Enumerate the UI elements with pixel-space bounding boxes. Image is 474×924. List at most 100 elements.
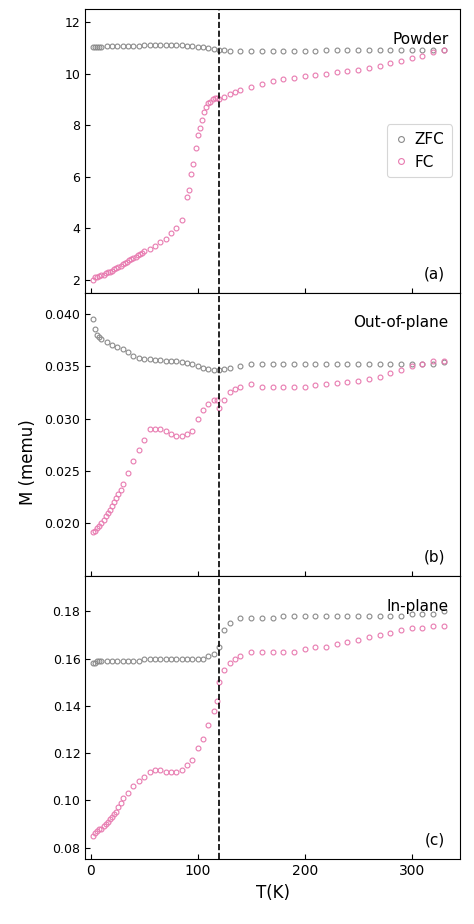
ZFC <box>94 329 100 340</box>
Line: FC: FC <box>91 359 446 534</box>
X-axis label: T(K): T(K) <box>255 883 290 902</box>
ZFC <box>115 342 120 353</box>
ZFC <box>216 641 222 652</box>
FC <box>152 240 158 251</box>
ZFC <box>430 359 436 370</box>
ZFC <box>152 354 158 365</box>
ZFC <box>334 611 339 622</box>
ZFC <box>366 611 372 622</box>
FC <box>259 646 264 657</box>
FC <box>90 830 96 841</box>
ZFC <box>96 655 102 666</box>
ZFC <box>377 45 383 56</box>
ZFC <box>168 355 174 366</box>
ZFC <box>221 364 227 375</box>
ZFC <box>131 655 137 666</box>
ZFC <box>163 653 168 664</box>
ZFC <box>115 655 120 666</box>
ZFC <box>387 611 393 622</box>
ZFC <box>120 655 126 666</box>
ZFC <box>237 360 243 371</box>
ZFC <box>94 41 100 52</box>
ZFC <box>184 41 190 52</box>
ZFC <box>146 653 152 664</box>
FC <box>173 431 179 442</box>
ZFC <box>334 45 339 56</box>
ZFC <box>248 613 254 624</box>
ZFC <box>409 359 414 370</box>
ZFC <box>92 323 98 334</box>
ZFC <box>270 45 275 56</box>
ZFC <box>168 653 174 664</box>
ZFC <box>281 359 286 370</box>
ZFC <box>184 653 190 664</box>
Text: Out-of-plane: Out-of-plane <box>353 315 448 330</box>
ZFC <box>291 611 297 622</box>
ZFC <box>90 313 96 324</box>
ZFC <box>345 45 350 56</box>
ZFC <box>441 357 447 368</box>
ZFC <box>104 41 109 52</box>
ZFC <box>109 339 115 350</box>
ZFC <box>366 359 372 370</box>
ZFC <box>377 359 383 370</box>
ZFC <box>227 45 233 56</box>
ZFC <box>259 613 264 624</box>
ZFC <box>94 655 100 666</box>
ZFC <box>430 45 436 56</box>
ZFC <box>120 344 126 355</box>
ZFC <box>398 45 404 56</box>
ZFC <box>206 650 211 662</box>
ZFC <box>398 611 404 622</box>
FC <box>430 355 436 366</box>
Line: ZFC: ZFC <box>91 43 446 54</box>
FC <box>248 378 254 389</box>
ZFC <box>211 649 217 660</box>
ZFC <box>96 331 102 342</box>
ZFC <box>227 617 233 628</box>
FC <box>188 168 194 179</box>
FC <box>96 520 102 531</box>
ZFC <box>377 611 383 622</box>
ZFC <box>163 355 168 366</box>
ZFC <box>96 41 102 52</box>
ZFC <box>270 359 275 370</box>
Text: (b): (b) <box>423 550 445 565</box>
ZFC <box>195 360 201 371</box>
ZFC <box>173 355 179 366</box>
ZFC <box>221 45 227 56</box>
ZFC <box>120 41 126 52</box>
ZFC <box>168 40 174 51</box>
ZFC <box>179 40 184 51</box>
ZFC <box>184 358 190 369</box>
Text: M (memu): M (memu) <box>19 419 37 505</box>
ZFC <box>323 45 329 56</box>
FC <box>259 382 264 393</box>
ZFC <box>409 608 414 619</box>
ZFC <box>237 45 243 56</box>
ZFC <box>173 653 179 664</box>
ZFC <box>302 359 308 370</box>
Line: ZFC: ZFC <box>91 316 446 372</box>
Legend: ZFC, FC: ZFC, FC <box>387 125 452 177</box>
ZFC <box>125 655 131 666</box>
ZFC <box>334 359 339 370</box>
ZFC <box>152 653 158 664</box>
ZFC <box>216 44 222 55</box>
ZFC <box>195 41 201 52</box>
ZFC <box>109 41 115 52</box>
ZFC <box>90 41 96 52</box>
ZFC <box>136 655 142 666</box>
ZFC <box>179 357 184 368</box>
ZFC <box>409 45 414 56</box>
ZFC <box>125 346 131 358</box>
ZFC <box>312 611 318 622</box>
ZFC <box>104 655 109 666</box>
FC <box>90 527 96 538</box>
ZFC <box>356 611 361 622</box>
ZFC <box>291 359 297 370</box>
FC <box>248 646 254 657</box>
FC <box>96 823 102 834</box>
FC <box>173 766 179 777</box>
ZFC <box>430 608 436 619</box>
